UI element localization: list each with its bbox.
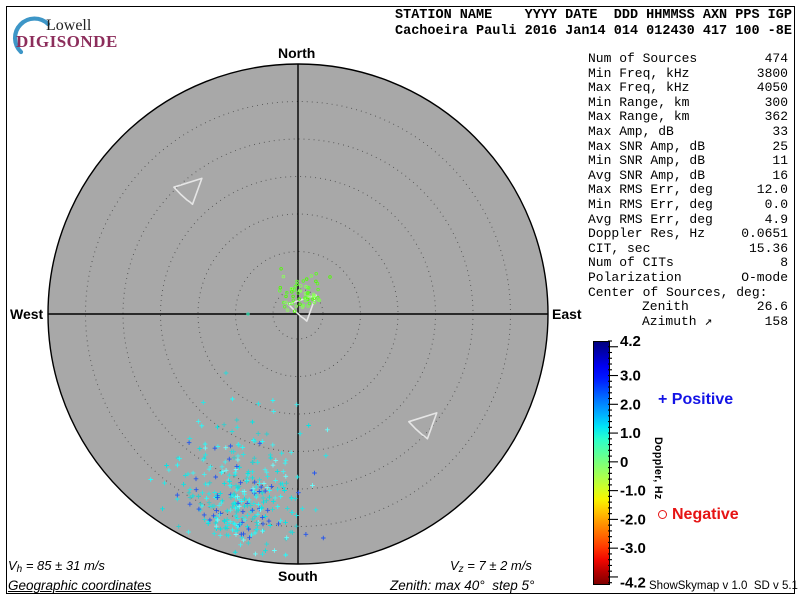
svg-text:-4.2: -4.2 — [620, 575, 646, 592]
svg-text:0: 0 — [620, 454, 628, 471]
svg-text:-1.0: -1.0 — [620, 483, 646, 500]
svg-text:-2.0: -2.0 — [620, 511, 646, 528]
svg-text:-3.0: -3.0 — [620, 540, 646, 557]
svg-text:3.0: 3.0 — [620, 368, 641, 385]
svg-text:4.2: 4.2 — [620, 333, 641, 350]
svg-text:1.0: 1.0 — [620, 425, 641, 442]
svg-text:2.0: 2.0 — [620, 396, 641, 413]
